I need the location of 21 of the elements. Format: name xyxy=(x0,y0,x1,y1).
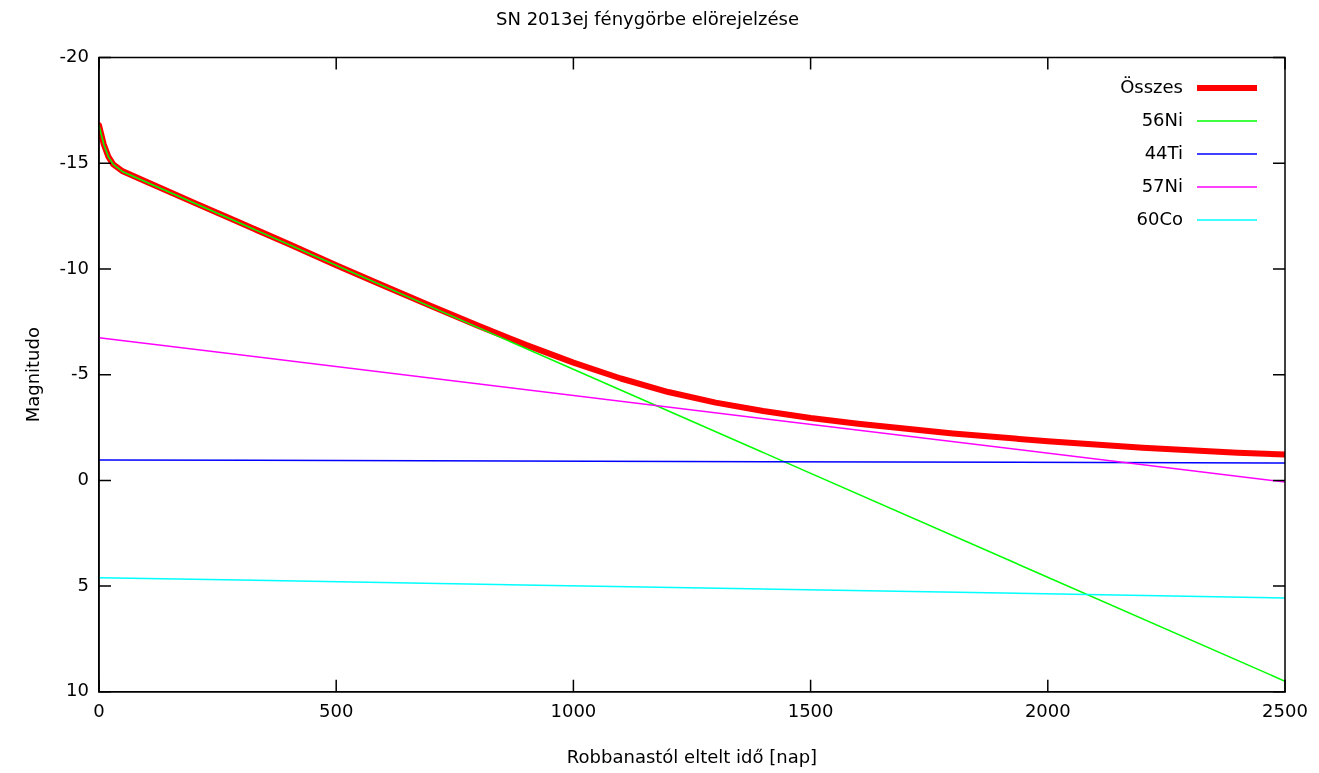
y-tick-label: -10 xyxy=(59,256,89,278)
y-axis-title: Magnitudo xyxy=(22,327,44,423)
x-tick-label: 2500 xyxy=(1262,700,1308,722)
y-tick-label: 10 xyxy=(66,679,89,701)
chart-title: SN 2013ej fénygörbe elörejelzése xyxy=(496,8,799,30)
y-tick-label: -20 xyxy=(59,45,89,67)
legend-label: 57Ni xyxy=(1141,174,1183,196)
x-tick-label: 2000 xyxy=(1024,700,1071,722)
x-tick-label: 1500 xyxy=(787,700,834,722)
y-tick-label: 0 xyxy=(77,468,89,490)
x-tick-label: 500 xyxy=(319,700,354,722)
legend-label: 56Ni xyxy=(1141,108,1183,130)
y-tick-label: -5 xyxy=(71,362,89,384)
y-tick-label: -15 xyxy=(59,150,89,172)
y-tick-label: 5 xyxy=(77,573,89,595)
legend-label: 44Ti xyxy=(1144,141,1183,163)
x-tick-label: 1000 xyxy=(550,700,597,722)
legend-label: Összes xyxy=(1120,75,1183,97)
x-axis-title: Robbanastól eltelt idő [nap] xyxy=(566,745,818,767)
x-tick-label: 0 xyxy=(93,700,105,722)
legend-label: 60Co xyxy=(1136,207,1183,229)
